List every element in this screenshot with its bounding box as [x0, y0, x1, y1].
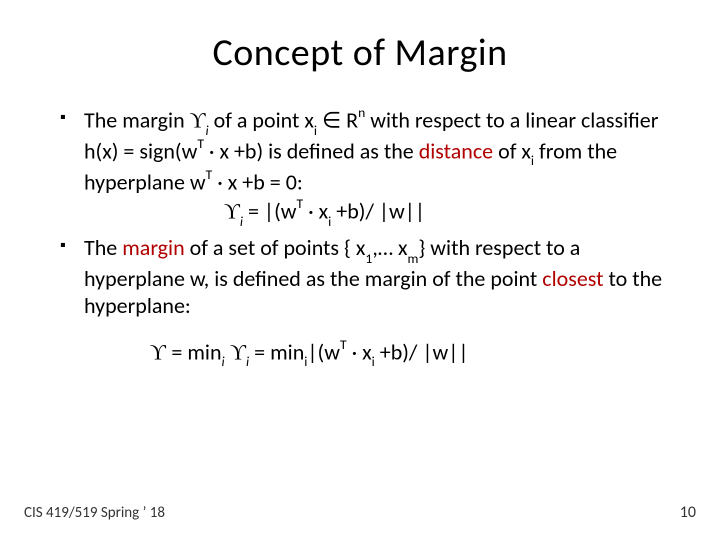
b1-text-3: ∈ R: [317, 106, 358, 133]
eq2-gamma-2: ϒ: [225, 339, 246, 364]
eq1-gamma-sub: i: [240, 213, 243, 230]
footer-page-number: 10: [680, 503, 696, 522]
eq1-gamma: ϒ: [224, 199, 240, 224]
eq2-min-sub-2: i: [304, 353, 307, 370]
bullet-1: The margin ϒi of a point xi ∈ Rn with re…: [60, 106, 670, 228]
b2-text-3: ,… x: [372, 234, 407, 261]
eq2-xi-sub: i: [372, 353, 375, 370]
b1-text-6: of x: [493, 137, 531, 164]
b1-xi-sub: i: [314, 122, 317, 139]
bullet-2: The margin of a set of points { x1,… xm}…: [60, 234, 670, 319]
eq2-part-1: = min: [171, 338, 221, 365]
eq2-wt-sup: T: [340, 336, 347, 353]
eq1-wt-sup: T: [296, 195, 303, 212]
eq2-part-4: · x: [347, 338, 372, 365]
b2-closest: closest: [542, 265, 608, 292]
b1-wt2-sup: T: [206, 166, 213, 183]
slide-title: Concept of Margin: [50, 30, 670, 76]
b1-wt-sup: T: [197, 135, 204, 152]
b1-text-1: The margin: [84, 106, 190, 133]
slide-body: The margin ϒi of a point xi ∈ Rn with re…: [50, 106, 670, 368]
b2-xm-sub: m: [408, 250, 419, 267]
eq1-xi-sub: i: [328, 213, 331, 230]
eq1-body-3: +b)/ |w||: [331, 198, 425, 225]
eq2-part-2: = min: [249, 338, 304, 365]
eq1-body-1: = |(w: [243, 198, 296, 225]
b1-text-5: · x +b) is defined as the: [204, 137, 419, 164]
b2-text-1: The: [84, 234, 122, 261]
b2-x1-sub: 1: [365, 250, 372, 267]
b1-text-8: · x +b = 0:: [212, 168, 302, 195]
equation-1: ϒi = |(wT · xi +b)/ |w||: [84, 197, 670, 228]
b1-distance: distance: [419, 137, 493, 164]
eq2-gamma-1: ϒ: [150, 339, 171, 364]
b1-gamma: ϒ: [190, 107, 206, 132]
b2-margin: margin: [122, 234, 189, 261]
eq1-body-2: · x: [303, 198, 328, 225]
equation-2: ϒ = mini ϒi = mini|(wT · xi +b)/ |w||: [50, 338, 670, 369]
eq2-part-3: |(w: [307, 338, 340, 365]
eq2-part-5: +b)/ |w||: [375, 338, 469, 365]
b2-text-2: of a set of points { x: [190, 234, 366, 261]
eq2-gamma2-sub: i: [246, 353, 249, 370]
b1-rn-sup: n: [358, 104, 365, 121]
bullet-list: The margin ϒi of a point xi ∈ Rn with re…: [60, 106, 670, 320]
slide-container: Concept of Margin The margin ϒi of a poi…: [0, 0, 720, 540]
b1-xi2-sub: i: [531, 152, 534, 169]
eq2-min-sub-1: i: [222, 353, 225, 370]
b1-gamma-sub: i: [206, 122, 209, 139]
footer-course: CIS 419/519 Spring ’ 18: [24, 504, 165, 522]
b1-text-2: of a point x: [209, 106, 314, 133]
